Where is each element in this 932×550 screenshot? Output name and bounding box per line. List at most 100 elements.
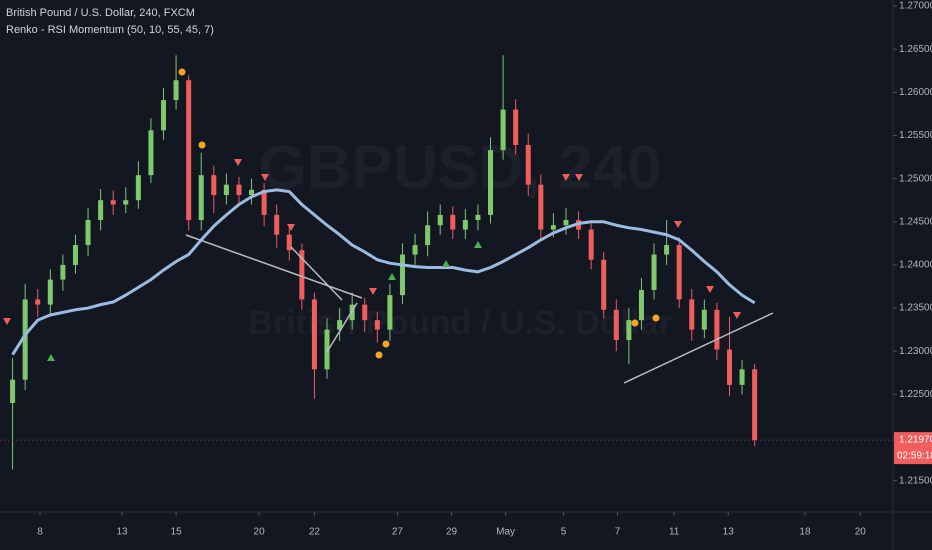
countdown-label: 02:59:18 xyxy=(897,451,932,462)
candle-body xyxy=(274,214,280,235)
y-tick-label: 1.24500 xyxy=(899,216,932,227)
x-tick-label: 11 xyxy=(669,527,680,538)
y-tick-label: 1.27000 xyxy=(899,1,932,12)
momentum-dots xyxy=(178,68,660,359)
candle-body xyxy=(198,175,204,221)
candle-body xyxy=(98,200,104,221)
candle-body xyxy=(714,309,720,350)
trend-line xyxy=(185,234,363,299)
dot xyxy=(652,314,660,322)
y-tick-label: 1.23500 xyxy=(899,303,932,314)
candle-body xyxy=(563,220,569,226)
candle-body xyxy=(651,254,657,290)
dot xyxy=(631,319,639,327)
dot xyxy=(375,351,383,359)
candle-body xyxy=(337,320,343,330)
dot xyxy=(178,68,186,76)
candle-body xyxy=(286,234,292,251)
watermark-symbol: GBPUSD, 240 xyxy=(258,133,661,202)
candle-body xyxy=(550,225,556,230)
candle-body xyxy=(236,184,242,196)
candle-body xyxy=(626,320,632,340)
candle-body xyxy=(135,175,141,201)
last-price-tag xyxy=(894,432,932,465)
candle-body xyxy=(35,299,41,305)
candle-body xyxy=(261,189,267,215)
candle-body xyxy=(22,299,28,380)
candle-body xyxy=(47,279,53,305)
candle-body xyxy=(425,225,431,246)
candle-body xyxy=(613,309,619,340)
candle-body xyxy=(311,299,317,370)
y-tick-label: 1.21500 xyxy=(899,475,932,486)
candle-body xyxy=(186,80,192,221)
x-tick-label: 22 xyxy=(309,527,321,538)
candle-body xyxy=(701,309,707,330)
candle-body xyxy=(349,304,355,321)
y-tick-label: 1.24000 xyxy=(899,260,932,271)
sell-marker xyxy=(3,159,741,325)
candle-body xyxy=(412,245,418,255)
dot xyxy=(382,340,390,348)
candle-body xyxy=(488,150,494,215)
trend-lines xyxy=(185,234,774,384)
candle-body xyxy=(462,220,468,230)
y-tick-label: 1.26500 xyxy=(899,44,932,55)
candle-body xyxy=(324,329,330,370)
x-tick-label: 27 xyxy=(392,527,404,538)
candle-body xyxy=(588,229,594,260)
candle-body xyxy=(752,369,758,441)
y-tick-label: 1.26000 xyxy=(899,87,932,98)
candle-body xyxy=(211,175,217,196)
trend-line xyxy=(623,312,774,384)
x-tick-label: 13 xyxy=(116,527,128,538)
y-tick-label: 1.23000 xyxy=(899,346,932,357)
candle-body xyxy=(173,80,179,101)
candle-body xyxy=(399,254,405,296)
candle-body xyxy=(676,245,682,300)
last-price-label: 1.21970 xyxy=(899,435,932,446)
candle-body xyxy=(123,200,129,205)
candle-body xyxy=(110,200,116,205)
candle-body xyxy=(374,320,380,330)
trend-line xyxy=(290,246,343,301)
y-tick-label: 1.25000 xyxy=(899,173,932,184)
x-tick-label: 5 xyxy=(561,527,567,538)
x-tick-label: 20 xyxy=(855,527,867,538)
x-tick-label: 8 xyxy=(37,527,43,538)
x-tick-label: 7 xyxy=(615,527,621,538)
indicator-label: Renko - RSI Momentum (50, 10, 55, 45, 7) xyxy=(6,24,214,36)
candle-body xyxy=(601,259,607,310)
y-tick-label: 1.22500 xyxy=(899,389,932,400)
signal-markers xyxy=(3,68,741,361)
candle-body xyxy=(689,299,695,330)
candle-body xyxy=(299,250,305,300)
candle-body xyxy=(437,214,443,226)
watermark-description: British Pound / U.S. Dollar xyxy=(248,304,671,342)
x-tick-label: 18 xyxy=(799,527,811,538)
candle-body xyxy=(223,184,229,196)
dot xyxy=(198,141,206,149)
candle-body xyxy=(538,184,544,230)
x-tick-label: 29 xyxy=(446,527,458,538)
candle-body xyxy=(85,220,91,246)
plot-area xyxy=(10,55,758,470)
y-tick-label: 1.25500 xyxy=(899,130,932,141)
candle-body xyxy=(664,245,670,255)
candle-body xyxy=(638,289,644,321)
x-tick-label: 15 xyxy=(171,527,183,538)
chart-title: British Pound / U.S. Dollar, 240, FXCM xyxy=(6,7,195,19)
candle-body xyxy=(72,245,78,265)
trend-line xyxy=(326,302,358,353)
candle-body xyxy=(387,295,393,330)
candle-body xyxy=(148,130,154,176)
candle-body xyxy=(249,189,255,196)
x-tick-label: May xyxy=(496,527,515,538)
candle-body xyxy=(450,214,456,230)
x-tick-label: 13 xyxy=(723,527,735,538)
candle-body xyxy=(525,144,531,185)
candle-body xyxy=(739,369,745,385)
